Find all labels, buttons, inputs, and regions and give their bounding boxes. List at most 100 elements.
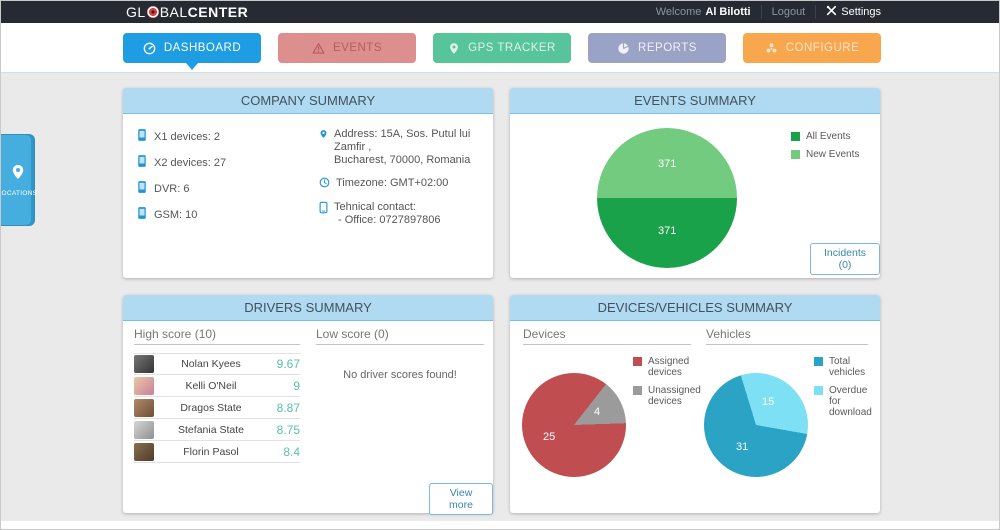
stat-label: X2 devices: 27 — [154, 156, 227, 169]
incidents-button[interactable]: Incidents (0) — [810, 243, 880, 275]
legend-swatch — [791, 132, 800, 141]
vehicles-pie-chart — [704, 373, 808, 477]
company-device-stats: X1 devices: 2 X2 devices: 27 DVR: 6 GSM:… — [137, 128, 226, 232]
devices-rule — [523, 344, 691, 345]
topbar-divider — [760, 5, 762, 19]
legend-total-vehicles: Total vehicles — [814, 356, 880, 378]
legend-swatch — [633, 357, 642, 366]
events-pie-chart — [597, 128, 737, 268]
locations-tab-label: LOCATIONS — [0, 190, 38, 197]
vehicles-rule — [706, 344, 868, 345]
gauge-icon — [143, 42, 156, 55]
driver-avatar — [134, 398, 154, 417]
driver-row[interactable]: Florin Pasol 8.4 — [134, 441, 300, 463]
nav-configure-label: CONFIGURE — [785, 42, 860, 54]
settings-label: Settings — [841, 6, 881, 18]
driver-score: 8.75 — [276, 422, 300, 437]
nav-reports-label: REPORTS — [638, 42, 697, 54]
driver-row[interactable]: Dragos State 8.87 — [134, 397, 300, 419]
location-pin-icon — [448, 42, 460, 55]
nav-dashboard-button[interactable]: DASHBOARD — [123, 33, 261, 70]
events-summary-title: EVENTS SUMMARY — [510, 88, 880, 114]
driver-name: Florin Pasol — [183, 445, 239, 458]
driver-avatar — [134, 376, 154, 395]
global-center-logo[interactable]: GL BAL CENTER — [126, 1, 248, 23]
driver-name: Dragos State — [180, 401, 242, 414]
driver-score: 8.4 — [283, 444, 300, 459]
legend-new-events: New Events — [791, 149, 859, 160]
legend-swatch — [633, 386, 642, 395]
devices-vehicles-summary-panel: DEVICES/VEHICLES SUMMARY Devices Vehicle… — [510, 295, 880, 513]
devices-subheader: Devices — [523, 327, 566, 341]
legend-label: Total vehicles — [829, 356, 866, 378]
device-icon — [137, 154, 147, 171]
devices-slice-value-assigned: 25 — [543, 431, 556, 443]
nav-dashboard-label: DASHBOARD — [163, 42, 242, 54]
nav-reports-button[interactable]: REPORTS — [588, 33, 726, 63]
driver-name: Kelli O'Neil — [185, 379, 237, 392]
legend-assigned-devices: Assigned devices — [633, 356, 710, 378]
legend-unassigned-devices: Unassigned devices — [633, 385, 710, 407]
legend-label: Overdue for download — [829, 385, 872, 418]
settings-link[interactable]: Settings — [826, 5, 881, 19]
devices-pie-chart — [522, 373, 626, 477]
legend-label: New Events — [806, 149, 860, 160]
logo-text-bal: BAL — [159, 4, 188, 20]
view-more-button[interactable]: View more — [429, 483, 493, 515]
warning-triangle-icon — [312, 42, 325, 55]
locations-side-tab[interactable]: LOCATIONS — [0, 134, 38, 226]
contact-office: - Office: 0727897806 — [338, 214, 441, 226]
driver-row[interactable]: Nolan Kyees 9.67 — [134, 353, 300, 375]
stat-dvr: DVR: 6 — [137, 180, 226, 197]
contact-text: Tehnical contact: - Office: 0727897806 — [334, 201, 441, 227]
drivers-summary-title: DRIVERS SUMMARY — [123, 295, 493, 321]
legend-label: Assigned devices — [648, 356, 690, 378]
events-slice-value-new: 371 — [658, 158, 677, 170]
active-tab-caret — [186, 63, 198, 70]
logo-target-icon — [146, 6, 159, 18]
timezone-item: Timezone: GMT+02:00 — [319, 177, 484, 191]
driver-score: 8.87 — [276, 400, 300, 415]
smartphone-icon — [319, 201, 328, 227]
driver-row[interactable]: Kelli O'Neil 9 — [134, 375, 300, 397]
stat-label: X1 devices: 2 — [154, 130, 221, 143]
address-item: Address: 15A, Sos. Putul lui Zamfir , Bu… — [319, 128, 484, 167]
company-contact-info: Address: 15A, Sos. Putul lui Zamfir , Bu… — [319, 128, 484, 237]
legend-swatch — [814, 357, 823, 366]
nav-configure-button[interactable]: CONFIGURE — [743, 33, 881, 63]
pie-chart-icon — [617, 42, 630, 55]
logo-text-gl: GL — [126, 4, 146, 20]
legend-swatch — [814, 386, 823, 395]
stat-gsm: GSM: 10 — [137, 206, 226, 223]
driver-name: Nolan Kyees — [181, 358, 241, 370]
driver-avatar — [134, 355, 154, 373]
driver-avatar — [134, 442, 154, 461]
legend-overdue-download: Overdue for download — [814, 385, 880, 418]
company-summary-title: COMPANY SUMMARY — [123, 88, 493, 114]
stat-x2-devices: X2 devices: 27 — [137, 154, 226, 171]
legend-all-events: All Events — [791, 131, 859, 142]
fan-gear-icon — [765, 42, 778, 55]
nav-band: DASHBOARD EVENTS GPS TRACKER REPORTS — [1, 23, 999, 73]
stat-label: GSM: 10 — [154, 208, 198, 221]
drivers-summary-panel: DRIVERS SUMMARY High score (10) Low scor… — [123, 295, 493, 515]
device-icon — [137, 128, 147, 145]
high-score-table: Nolan Kyees 9.67 Kelli O'Neil 9 Dragos S… — [134, 353, 300, 463]
nav-events-button[interactable]: EVENTS — [278, 33, 416, 63]
stat-x1-devices: X1 devices: 2 — [137, 128, 226, 145]
topbar-right-group: Welcome Al Bilotti Logout Settings — [656, 1, 881, 23]
events-legend: All Events New Events — [791, 131, 859, 167]
nav-gps-tracker-button[interactable]: GPS TRACKER — [433, 33, 571, 63]
devices-slice-value-unassigned: 4 — [594, 406, 601, 418]
high-score-rule — [134, 344, 300, 345]
device-icon — [137, 206, 147, 223]
username: Al Bilotti — [705, 6, 751, 18]
driver-row[interactable]: Stefania State 8.75 — [134, 419, 300, 441]
location-pin-icon — [10, 163, 26, 186]
logout-link[interactable]: Logout — [771, 6, 806, 18]
driver-avatar — [134, 420, 154, 439]
no-scores-message: No driver scores found! — [343, 369, 457, 381]
clock-icon — [319, 177, 330, 191]
high-score-header: High score (10) — [134, 327, 217, 341]
tools-icon — [826, 5, 837, 19]
